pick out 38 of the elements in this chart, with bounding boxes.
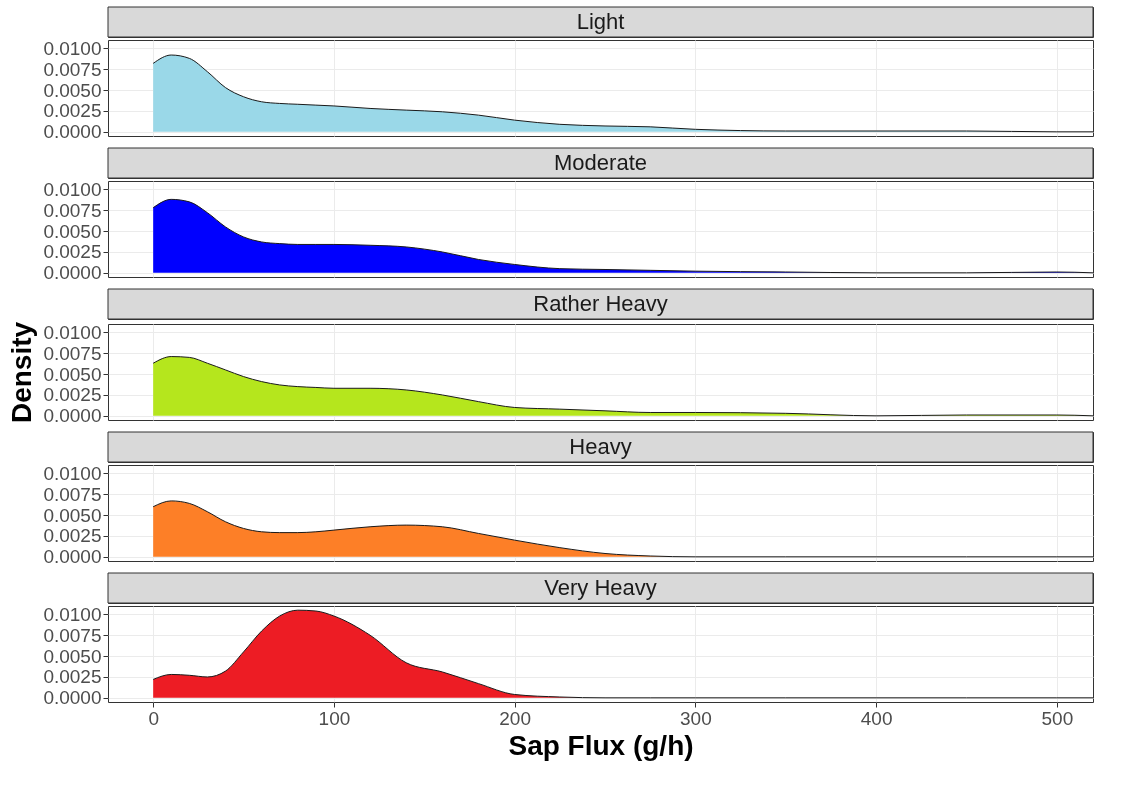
x-tick-label: 300: [680, 707, 712, 729]
y-tick-label: 0.0000: [43, 262, 102, 284]
y-tick-label: 0.0075: [43, 342, 102, 364]
y-tick-label: 0.0050: [43, 363, 102, 385]
y-tick-label: 0.0000: [43, 687, 102, 709]
y-axis-title: Density: [6, 321, 38, 424]
y-tick-label: 0.0075: [43, 483, 102, 505]
x-axis-title: Sap Flux (g/h): [508, 729, 694, 761]
y-tick-label: 0.0075: [43, 58, 102, 80]
y-tick-label: 0.0025: [43, 241, 102, 263]
y-tick-label: 0.0050: [43, 79, 102, 101]
y-tick-label: 0.0050: [43, 645, 102, 667]
y-tick-label: 0.0025: [43, 525, 102, 547]
y-tick-label: 0.0100: [43, 321, 102, 343]
y-tick-label: 0.0100: [43, 462, 102, 484]
y-tick-label: 0.0050: [43, 220, 102, 242]
chart-title: Moderate: [554, 150, 647, 175]
x-tick-label: 200: [499, 707, 531, 729]
x-tick-label: 100: [318, 707, 351, 729]
y-tick-label: 0.0100: [43, 603, 102, 625]
y-tick-label: 0.0025: [43, 100, 102, 122]
y-tick-label: 0.0000: [43, 405, 102, 427]
y-tick-label: 0.0000: [43, 546, 102, 568]
y-tick-label: 0.0075: [43, 624, 102, 646]
chart-title: Light: [576, 9, 625, 34]
y-tick-label: 0.0075: [43, 199, 102, 221]
y-tick-label: 0.0100: [43, 37, 102, 59]
x-tick-label: 400: [860, 707, 893, 729]
chart-title: Heavy: [569, 434, 632, 459]
y-tick-label: 0.0025: [43, 384, 102, 406]
x-tick-label: 0: [148, 707, 159, 729]
y-tick-label: 0.0025: [43, 666, 102, 688]
y-tick-label: 0.0000: [43, 121, 102, 143]
x-tick-label: 500: [1041, 707, 1074, 729]
chart-title: Rather Heavy: [533, 291, 668, 316]
y-tick-label: 0.0050: [43, 504, 102, 526]
chart-title: Very Heavy: [544, 575, 657, 600]
y-tick-label: 0.0100: [43, 178, 102, 200]
